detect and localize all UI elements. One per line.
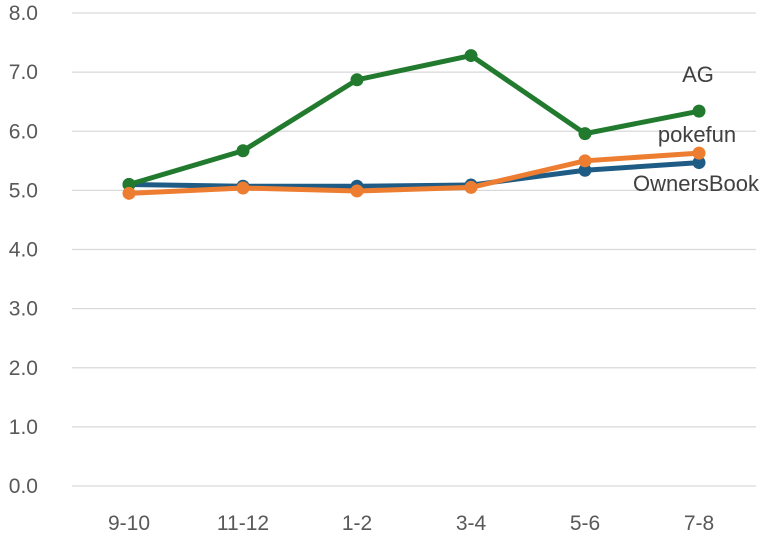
data-point-ag — [578, 127, 592, 141]
data-point-ag — [350, 73, 364, 87]
series-label-ownersbook: OwnersBook — [633, 171, 760, 196]
series-line-ag — [126, 53, 702, 187]
data-point-ownersbook — [692, 156, 706, 170]
x-tick-label: 9-10 — [108, 512, 150, 535]
x-axis-ticks: 9-10 11-12 1-2 3-4 5-6 7-8 — [108, 512, 714, 535]
data-point-pokefun — [692, 146, 706, 160]
series-line-pokefun — [126, 150, 702, 196]
data-point-pokefun — [236, 181, 250, 195]
y-tick-label: 4.0 — [9, 239, 38, 262]
series-group — [122, 49, 706, 200]
series-label-pokefun: pokefun — [658, 122, 736, 147]
series-line-ownersbook — [126, 160, 702, 189]
data-point-pokefun — [122, 186, 136, 200]
x-tick-label: 3-4 — [456, 512, 487, 535]
data-point-ag — [692, 104, 706, 118]
data-point-pokefun — [350, 184, 364, 198]
series-label-ag: AG — [682, 62, 714, 87]
x-tick-label: 7-8 — [684, 512, 714, 535]
y-tick-label: 2.0 — [9, 357, 38, 380]
y-tick-label: 0.0 — [9, 475, 38, 498]
data-point-ag — [464, 49, 478, 63]
y-tick-label: 3.0 — [9, 298, 38, 321]
y-axis-ticks: 0.0 1.0 2.0 3.0 4.0 5.0 6.0 7.0 8.0 — [9, 2, 38, 498]
x-tick-label: 1-2 — [342, 512, 372, 535]
series-labels: OwnersBook AG pokefun — [633, 62, 760, 196]
y-tick-label: 6.0 — [9, 120, 38, 143]
gridlines — [72, 12, 756, 487]
series-ag — [122, 49, 706, 191]
x-tick-label: 5-6 — [570, 512, 600, 535]
x-tick-label: 11-12 — [217, 512, 269, 535]
data-point-ownersbook — [578, 163, 592, 177]
y-tick-label: 8.0 — [9, 2, 38, 25]
data-point-pokefun — [464, 180, 478, 194]
data-point-pokefun — [578, 154, 592, 168]
series-pokefun — [122, 146, 706, 200]
data-point-ag — [236, 144, 250, 158]
y-tick-label: 1.0 — [9, 416, 38, 439]
y-tick-label: 5.0 — [9, 179, 38, 202]
y-tick-label: 7.0 — [9, 61, 38, 84]
